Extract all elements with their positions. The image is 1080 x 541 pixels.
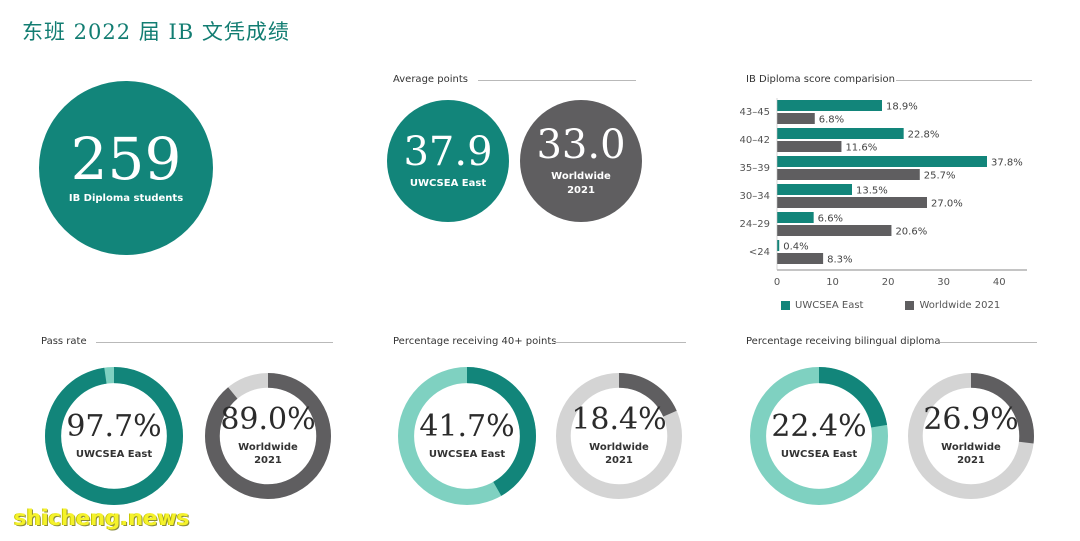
bilingual-divider: [940, 342, 1037, 343]
forty-plus-worldwide-label: Worldwide 2021: [589, 441, 649, 467]
bar-value-label: 20.6%: [895, 227, 927, 238]
forty-plus-worldwide-value: 18.4%: [571, 402, 667, 437]
legend-swatch-uwcsea: [781, 301, 790, 310]
pass-rate-worldwide-label-2: 2021: [254, 455, 282, 466]
page-title: 东班 2022 届 IB 文凭成绩: [22, 20, 290, 44]
pass-rate-title: Pass rate: [41, 336, 87, 347]
pass-rate-worldwide-donut: 89.0% Worldwide 2021: [204, 372, 332, 500]
bilingual-uwcsea-donut: 22.4% UWCSEA East: [749, 366, 889, 506]
pass-rate-worldwide-label-1: Worldwide: [238, 442, 298, 453]
bilingual-title: Percentage receiving bilingual diploma: [746, 336, 941, 347]
legend-swatch-worldwide: [905, 301, 915, 310]
bar-value-label: 27.0%: [931, 199, 963, 210]
bar-value-label: 25.7%: [924, 171, 956, 182]
bar-chart-legend: UWCSEA East Worldwide 2021: [781, 300, 1000, 311]
bilingual-worldwide-donut: 26.9% Worldwide 2021: [907, 372, 1035, 500]
donut-value-arc: [205, 373, 331, 499]
bilingual-uwcsea-label: UWCSEA East: [780, 448, 858, 460]
forty-plus-divider: [555, 342, 686, 343]
bar-value-label: 0.4%: [783, 242, 808, 253]
students-count: 259: [70, 125, 182, 193]
average-points-title: Average points: [393, 74, 468, 85]
bar-worldwide: [777, 253, 824, 264]
y-tick-label: 40–42: [740, 135, 770, 146]
bar-uwcsea: [777, 100, 882, 111]
average-uwcsea-circle: 37.9 UWCSEA East: [387, 100, 509, 222]
bar-value-label: 18.9%: [886, 102, 918, 113]
bar-uwcsea: [777, 156, 987, 167]
donut-value-arc: [749, 366, 889, 506]
bilingual-worldwide-label: Worldwide 2021: [941, 441, 1001, 467]
forty-plus-uwcsea-label: UWCSEA East: [428, 448, 506, 460]
bar-value-label: 6.6%: [818, 214, 843, 225]
average-uwcsea-value: 37.9: [403, 128, 493, 175]
donut-value-arc: [908, 373, 1034, 499]
students-label: IB Diploma students: [68, 193, 184, 204]
y-tick-label: 35–39: [740, 163, 770, 174]
legend-label-worldwide: Worldwide 2021: [919, 300, 1001, 311]
pass-rate-divider: [96, 342, 333, 343]
x-tick-label: 0: [774, 277, 780, 288]
bar-value-label: 22.8%: [908, 130, 940, 141]
bar-worldwide: [777, 141, 842, 152]
donut-value-arc: [44, 366, 184, 506]
bar-uwcsea: [777, 184, 852, 195]
students-circle: 259 IB Diploma students: [39, 81, 213, 255]
bar-chart-divider: [896, 80, 1032, 81]
forty-plus-worldwide-label-2: 2021: [605, 455, 633, 466]
bar-value-label: 13.5%: [856, 186, 888, 197]
y-tick-label: 30–34: [740, 191, 770, 202]
watermark: shicheng.news: [14, 506, 190, 530]
bar-value-label: 37.8%: [991, 158, 1023, 169]
forty-plus-worldwide-label-1: Worldwide: [589, 442, 649, 453]
bar-value-label: 8.3%: [827, 255, 852, 266]
average-worldwide-label-1: Worldwide: [551, 170, 611, 182]
pass-rate-worldwide-value: 89.0%: [220, 402, 316, 437]
bar-uwcsea: [777, 240, 780, 251]
donut-value-arc: [556, 373, 682, 499]
average-points-divider: [478, 80, 636, 81]
bar-uwcsea: [777, 128, 904, 139]
forty-plus-worldwide-donut: 18.4% Worldwide 2021: [555, 372, 683, 500]
bar-chart-title: IB Diploma score comparision: [746, 74, 895, 85]
forty-plus-uwcsea-donut: 41.7% UWCSEA East: [397, 366, 537, 506]
pass-rate-worldwide-label: Worldwide 2021: [238, 441, 298, 467]
x-tick-label: 30: [937, 277, 950, 288]
score-bar-chart: 43–45 18.9% 6.8% 40–42 22.8% 11.6% 35–39 37.8% 2…: [740, 98, 1027, 288]
x-tick-label: 10: [826, 277, 839, 288]
pass-rate-uwcsea-value: 97.7%: [66, 408, 162, 444]
pass-rate-uwcsea-donut: 97.7% UWCSEA East: [44, 366, 184, 506]
bar-worldwide: [777, 197, 927, 208]
bar-worldwide: [777, 225, 892, 236]
forty-plus-uwcsea-value: 41.7%: [419, 408, 515, 444]
bilingual-worldwide-label-2: 2021: [957, 455, 985, 466]
bilingual-uwcsea-value: 22.4%: [771, 408, 867, 444]
average-worldwide-label-2: 2021: [567, 184, 595, 196]
bilingual-worldwide-label-1: Worldwide: [941, 442, 1001, 453]
bar-value-label: 6.8%: [819, 115, 844, 126]
legend-label-uwcsea: UWCSEA East: [795, 300, 864, 311]
average-worldwide-value: 33.0: [536, 121, 626, 168]
donut-value-arc: [397, 366, 537, 506]
x-tick-label: 20: [882, 277, 895, 288]
pass-rate-uwcsea-label: UWCSEA East: [75, 448, 153, 460]
average-worldwide-circle: 33.0 Worldwide 2021: [520, 100, 642, 222]
bar-value-label: 11.6%: [845, 143, 877, 154]
forty-plus-title: Percentage receiving 40+ points: [393, 336, 557, 347]
y-tick-label: 24–29: [740, 219, 770, 230]
x-tick-label: 40: [993, 277, 1006, 288]
y-tick-label: <24: [749, 247, 770, 258]
y-tick-label: 43–45: [740, 107, 770, 118]
bar-worldwide: [777, 113, 815, 124]
bar-uwcsea: [777, 212, 814, 223]
bilingual-worldwide-value: 26.9%: [923, 402, 1019, 437]
bar-worldwide: [777, 169, 920, 180]
average-uwcsea-label: UWCSEA East: [409, 177, 487, 189]
